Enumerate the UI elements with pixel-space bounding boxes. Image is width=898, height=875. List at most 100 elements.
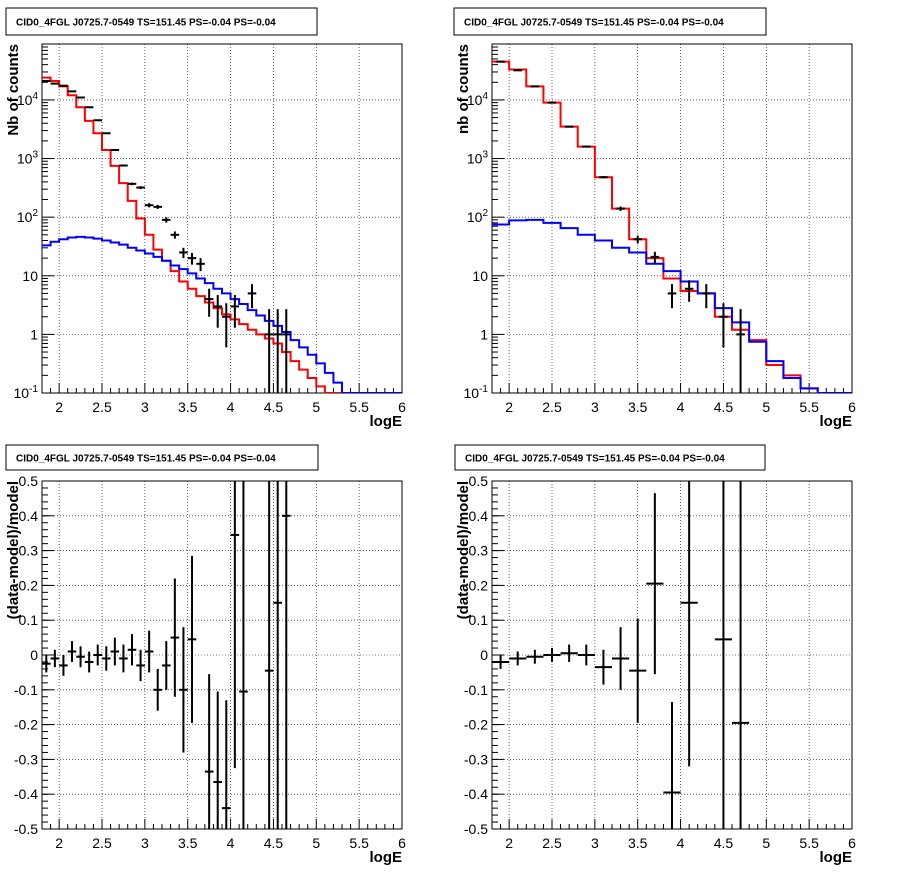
x-tick-label: 4: [677, 399, 685, 415]
data-point: [222, 700, 231, 829]
plot-frame: [41, 43, 403, 394]
data-point: [119, 164, 128, 167]
data-point: [136, 186, 145, 190]
data-point: [633, 235, 642, 244]
x-tick-label: 3: [591, 399, 599, 415]
data-point: [230, 481, 240, 769]
y-tick-label: 1: [480, 326, 488, 342]
chart-panel-2: CID0_4FGL J0725.7-0549 TS=151.45 PS=-0.0…: [453, 7, 856, 430]
x-tick-label: 2: [505, 399, 513, 415]
y-tick-label: 1: [30, 326, 38, 342]
y-tick-label: 104: [17, 91, 39, 108]
data-point: [50, 649, 60, 668]
x-tick-label: 5.5: [349, 835, 369, 851]
y-tick-label: -0.5: [14, 821, 38, 837]
y-tick-label: -0.1: [464, 682, 488, 698]
x-tick-label: 2.5: [92, 399, 112, 415]
data-point: [680, 481, 698, 767]
x-tick-label: 3.5: [628, 835, 648, 851]
y-tick-label: -0.3: [14, 751, 38, 767]
data-point: [667, 284, 677, 309]
data-point: [239, 481, 248, 829]
y-tick-label: 10-1: [14, 384, 39, 401]
x-tick-label: 5: [762, 399, 770, 415]
data-point: [732, 481, 750, 829]
data-point: [119, 644, 128, 673]
data-point: [162, 217, 171, 223]
data-point: [76, 646, 85, 668]
y-tick-label: -0.1: [14, 682, 38, 698]
y-axis-label: nb of counts: [455, 44, 472, 134]
y-tick-label: -0.2: [14, 717, 38, 733]
data-point: [170, 231, 180, 239]
data-point: [714, 481, 732, 829]
data-point: [136, 649, 145, 682]
y-axis-label: Nb of counts: [5, 44, 22, 136]
data-point: [93, 644, 102, 666]
x-axis-label: logE: [370, 413, 403, 430]
data-point: [509, 651, 527, 666]
y-tick-label: 0.2: [19, 577, 39, 593]
data-point: [616, 206, 625, 211]
y-tick-label: -0.4: [14, 786, 38, 802]
x-tick-label: 3.5: [178, 399, 198, 415]
data-point: [84, 106, 94, 109]
y-tick-label: 0: [30, 647, 38, 663]
data-point: [179, 247, 188, 259]
data-point: [650, 251, 660, 264]
data-point: [213, 691, 222, 829]
chart-title-box: [5, 7, 318, 36]
data-point: [273, 481, 282, 829]
y-tick-label: 0.5: [19, 473, 39, 489]
x-axis-label: logE: [820, 849, 853, 866]
x-tick-label: 6: [398, 399, 406, 415]
y-tick-label: 102: [467, 208, 489, 225]
data-point: [492, 655, 510, 669]
x-tick-label: 2: [55, 835, 63, 851]
plot-frame: [491, 43, 853, 394]
data-point: [162, 641, 171, 690]
chart-title: CID0_4FGL J0725.7-0549 TS=151.45 PS=-0.0…: [16, 454, 276, 465]
y-axis-label: (data-model)/model: [455, 481, 472, 619]
plot-area: [42, 481, 291, 829]
x-tick-label: 5.5: [349, 399, 369, 415]
data-point: [629, 618, 647, 723]
chart-title-box: [5, 444, 319, 471]
data-point: [144, 630, 154, 673]
x-tick-label: 3: [141, 399, 149, 415]
y-axis-label: (data-model)/model: [5, 481, 22, 619]
chart-panel-1: CID0_4FGL J0725.7-0549 TS=151.45 PS=-0.0…: [5, 7, 406, 430]
y-tick-label: 10: [22, 268, 38, 284]
data-point: [736, 309, 745, 393]
y-tick-label: 10-1: [464, 384, 489, 401]
x-tick-label: 5.5: [799, 835, 819, 851]
x-tick-label: 5: [312, 835, 320, 851]
y-tick-label: 0.2: [469, 577, 489, 593]
x-tick-label: 3.5: [628, 399, 648, 415]
data-point: [526, 649, 544, 664]
data-point: [153, 668, 162, 711]
x-tick-label: 2: [505, 835, 513, 851]
data-point: [59, 655, 68, 676]
data-point: [702, 284, 711, 309]
data-point: [646, 493, 664, 675]
chart-title: CID0_4FGL J0725.7-0549 TS=151.45 PS=-0.0…: [465, 454, 725, 465]
x-tick-label: 4.5: [714, 399, 734, 415]
chart-title: CID0_4FGL J0725.7-0549 TS=151.45 PS=-0.0…: [464, 18, 724, 29]
x-tick-label: 2.5: [542, 399, 562, 415]
y-tick-label: 102: [17, 208, 39, 225]
data-point: [127, 634, 137, 666]
data-point: [213, 294, 222, 328]
data-point: [110, 148, 120, 151]
data-point: [127, 182, 137, 186]
chart-panel-4: CID0_4FGL J0725.7-0549 TS=151.45 PS=-0.0…: [454, 444, 856, 866]
y-tick-label: 0.1: [469, 612, 489, 628]
data-point: [93, 119, 102, 122]
x-tick-label: 5: [762, 835, 770, 851]
y-tick-label: 10: [472, 268, 488, 284]
data-point: [247, 284, 257, 309]
x-tick-label: 5: [312, 399, 320, 415]
data-point: [684, 280, 694, 302]
y-tick-label: 103: [467, 150, 489, 167]
